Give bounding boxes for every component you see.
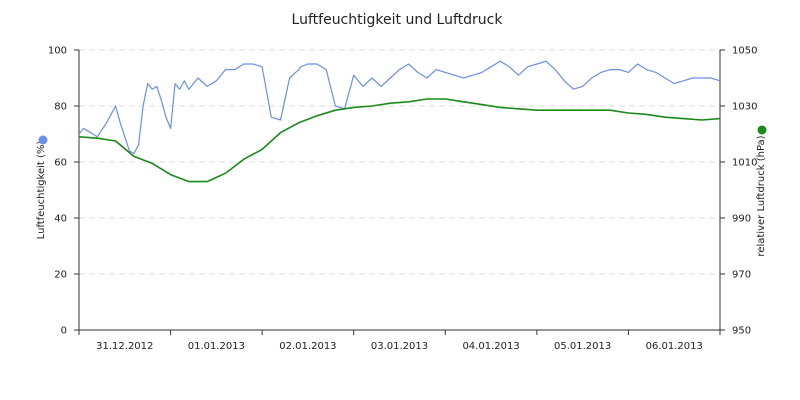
y-right-tick-label: 970	[732, 270, 751, 281]
y-left-tick-label: 0	[61, 326, 67, 337]
y-right-tick-label: 1010	[732, 158, 757, 169]
data-lines	[78, 60, 721, 183]
y-left-tick-label: 60	[54, 158, 67, 169]
x-tick-label: 06.01.2013	[646, 341, 703, 352]
tick-labels: 0 20 40 60 80 100 950 970 990 1010 1030 1050 31.12.2…	[48, 46, 758, 353]
y-right-tick-label: 1050	[732, 46, 757, 57]
y-right-axis-title: relativer Luftdruck (hPa)	[756, 135, 767, 256]
x-tick-label: 05.01.2013	[554, 341, 611, 352]
grid	[79, 49, 720, 275]
x-tick-label: 03.01.2013	[371, 341, 428, 352]
pressure-legend-dot	[757, 125, 767, 135]
y-left-axis-title: Luftfeuchtigkeit (%)	[36, 141, 47, 240]
humidity-series-line	[78, 60, 721, 155]
pressure-series-line	[78, 98, 721, 183]
x-tick-label: 02.01.2013	[279, 341, 336, 352]
x-tick-label: 01.01.2013	[188, 341, 245, 352]
chart-title: Luftfeuchtigkeit und Luftdruck	[292, 12, 504, 28]
y-left-tick-label: 80	[54, 102, 67, 113]
y-left-tick-label: 20	[54, 270, 67, 281]
humidity-legend-dot	[38, 135, 48, 145]
y-right-tick-label: 950	[732, 326, 751, 337]
y-left-tick-label: 100	[48, 46, 67, 57]
x-tick-label: 31.12.2012	[96, 341, 153, 352]
axis-legend: Luftfeuchtigkeit (%) relativer Luftdruck …	[36, 125, 767, 257]
y-left-tick-label: 40	[54, 214, 67, 225]
y-right-tick-label: 1030	[732, 102, 757, 113]
y-right-tick-label: 990	[732, 214, 751, 225]
axes	[74, 49, 725, 335]
x-tick-label: 04.01.2013	[462, 341, 519, 352]
